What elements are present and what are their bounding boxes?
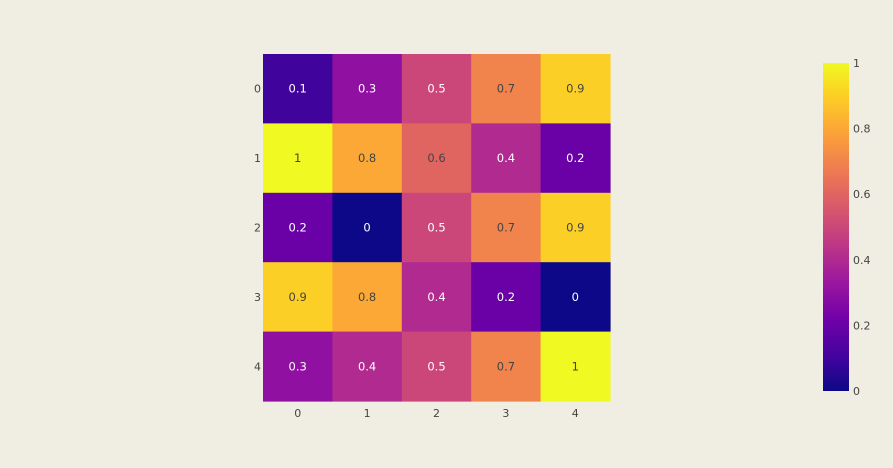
heatmap-cell	[332, 123, 403, 194]
heatmap-cell	[332, 331, 403, 402]
heatmap-cell	[401, 331, 472, 402]
x-tick-label: 1	[364, 407, 371, 420]
x-tick-label: 4	[572, 407, 579, 420]
x-tick-label: 0	[294, 407, 301, 420]
heatmap-cell	[401, 54, 472, 124]
heatmap-cell	[263, 262, 333, 333]
heatmap-cell	[263, 54, 333, 124]
colorbar: 0 0.2 0.4 0.6 0.8 1	[823, 57, 871, 398]
heatmap-cell	[540, 54, 611, 124]
heatmap-cell-label: 0.3	[358, 82, 376, 96]
heatmap-cell	[540, 331, 611, 402]
colorbar-gradient	[823, 63, 849, 391]
heatmap-cell-label: 0.4	[427, 290, 445, 304]
y-tick-label: 0	[254, 83, 261, 96]
colorbar-tick-label: 0.8	[853, 123, 871, 136]
heatmap-cell-label: 0.4	[358, 359, 376, 373]
heatmap-cell-label: 0.7	[497, 221, 515, 235]
heatmap-cell	[540, 262, 611, 333]
heatmap-cell-label: 0	[363, 221, 370, 235]
heatmap-cell-label: 0.8	[358, 290, 376, 304]
heatmap-cell-label: 0.8	[358, 151, 376, 165]
heatmap-cell-label: 0.5	[427, 359, 445, 373]
x-tick-label: 2	[433, 407, 440, 420]
heatmap-cells	[263, 54, 611, 402]
heatmap-cell-label: 0.2	[566, 151, 584, 165]
heatmap-cell	[263, 123, 333, 194]
y-tick-label: 4	[254, 360, 261, 373]
heatmap-cell-labels: 0.1 0.3 0.5 0.7 0.9 1 0.8 0.6 0.4 0.2 0.2 0 0.5 0.7 0.…	[289, 82, 585, 374]
heatmap-cell	[401, 123, 472, 194]
heatmap-cell	[401, 262, 472, 333]
y-tick-label: 1	[254, 152, 261, 165]
heatmap-cell	[471, 123, 542, 194]
heatmap-cell	[540, 192, 611, 263]
heatmap-cell	[332, 192, 403, 263]
heatmap-cell-label: 1	[572, 359, 579, 373]
heatmap-cell	[263, 192, 333, 263]
heatmap-cell	[540, 123, 611, 194]
heatmap-cell	[471, 262, 542, 333]
y-tick-label: 3	[254, 291, 261, 304]
colorbar-ticks: 0 0.2 0.4 0.6 0.8 1	[853, 57, 871, 398]
heatmap-cell-label: 0.5	[427, 221, 445, 235]
y-tick-label: 2	[254, 222, 261, 235]
colorbar-tick-label: 0.6	[853, 188, 871, 201]
heatmap-cell-label: 0.4	[497, 151, 515, 165]
heatmap-cell	[263, 331, 333, 402]
heatmap-cell-label: 0.3	[289, 359, 307, 373]
colorbar-tick-label: 0.4	[853, 254, 871, 267]
heatmap-cell	[332, 262, 403, 333]
heatmap-cell-label: 0.7	[497, 359, 515, 373]
heatmap-cell-label: 0.5	[427, 82, 445, 96]
heatmap-cell-label: 0	[572, 290, 579, 304]
heatmap-cell	[471, 331, 542, 402]
heatmap-cell	[471, 192, 542, 263]
heatmap-cell-label: 1	[294, 151, 301, 165]
heatmap-cell	[401, 192, 472, 263]
colorbar-tick-label: 0.2	[853, 319, 871, 332]
heatmap-cell-label: 0.9	[566, 221, 584, 235]
heatmap-cell-label: 0.2	[497, 290, 515, 304]
heatmap-cell-label: 0.7	[497, 82, 515, 96]
heatmap-cell-label: 0.9	[289, 290, 307, 304]
x-tick-label: 3	[502, 407, 509, 420]
colorbar-tick-label: 1	[853, 57, 860, 70]
colorbar-tick-label: 0	[853, 385, 860, 398]
x-axis-ticks: 0 1 2 3 4	[294, 407, 579, 420]
heatmap-cell	[471, 54, 542, 124]
heatmap-cell-label: 0.9	[566, 82, 584, 96]
heatmap-cell-label: 0.1	[289, 82, 307, 96]
y-axis-ticks: 0 1 2 3 4	[254, 83, 261, 374]
heatmap-cell-label: 0.2	[289, 221, 307, 235]
heatmap-cell	[332, 54, 403, 124]
heatmap-cell-label: 0.6	[427, 151, 445, 165]
